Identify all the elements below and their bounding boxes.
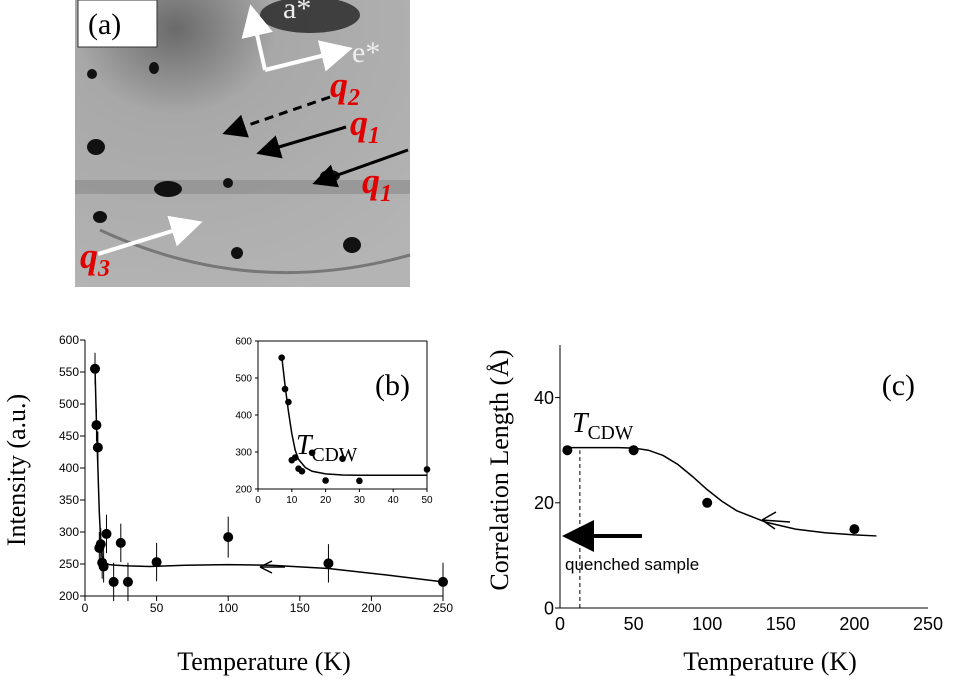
data-point xyxy=(115,537,126,548)
y-tick-label: 300 xyxy=(235,448,252,459)
y-tick-label: 20 xyxy=(534,493,554,513)
data-point xyxy=(298,467,306,475)
axis-arrow xyxy=(241,4,273,71)
data-point xyxy=(356,477,363,485)
y-tick-label: 40 xyxy=(534,388,554,408)
data-point xyxy=(702,497,713,508)
y-tick-label: 600 xyxy=(59,333,79,347)
note: quenched sample xyxy=(565,555,699,574)
spots xyxy=(87,0,361,259)
streak xyxy=(75,180,410,194)
arrow xyxy=(97,215,203,256)
x-tick-label: 200 xyxy=(361,601,381,615)
panel-label: (a) xyxy=(88,8,121,41)
y-tick-label: 200 xyxy=(235,485,252,496)
data-point xyxy=(562,445,573,456)
x-tick-label: 10 xyxy=(286,495,298,506)
x-tick-label: 50 xyxy=(150,601,164,615)
data-point xyxy=(339,455,346,462)
y-tick-label: 450 xyxy=(59,429,79,443)
q-sub: 1 xyxy=(380,181,392,207)
x-tick-label: 50 xyxy=(421,495,433,506)
data-point xyxy=(223,532,234,543)
annotation: TCDW xyxy=(296,430,358,466)
direction-arrow xyxy=(259,560,285,574)
y-tick-label: 500 xyxy=(235,374,252,385)
data-point xyxy=(285,398,292,406)
y-tick-label: 300 xyxy=(59,525,79,539)
q-label: q3 xyxy=(80,236,110,282)
y-tick-label: 250 xyxy=(59,557,79,571)
q-label: q2 xyxy=(330,65,360,111)
data-point xyxy=(323,558,334,569)
x-tick-label: 250 xyxy=(433,601,453,615)
q-sub: 2 xyxy=(347,85,360,111)
x-tick-label: 200 xyxy=(839,614,869,634)
x-axis-title: Temperature (K) xyxy=(683,647,857,676)
arrow xyxy=(256,125,347,159)
data-point xyxy=(423,466,431,473)
data-point xyxy=(308,449,316,457)
annotation-sub: CDW xyxy=(588,423,634,444)
arrow xyxy=(222,95,331,138)
y-tick-label: 600 xyxy=(235,337,252,348)
x-tick-label: 150 xyxy=(290,601,310,615)
q: q xyxy=(80,236,98,276)
x-tick-label: 0 xyxy=(82,601,89,615)
fit-line xyxy=(567,446,877,537)
x-tick-label: 0 xyxy=(255,495,261,506)
x-tick-label: 100 xyxy=(692,614,722,634)
y-axis-title: Intensity (a.u.) xyxy=(2,394,31,546)
arrow xyxy=(312,148,409,188)
axis-arrow xyxy=(264,40,353,72)
data-point xyxy=(108,576,119,587)
y-axis-title: Correlation Length (Å) xyxy=(485,349,514,590)
q-label: q1 xyxy=(362,161,392,207)
ring xyxy=(99,228,411,275)
q-sub: 3 xyxy=(97,256,110,282)
y-tick-label: 500 xyxy=(59,397,79,411)
q: q xyxy=(350,103,368,143)
q-sub: 1 xyxy=(368,123,380,149)
label-box xyxy=(77,0,158,48)
panel-label: (b) xyxy=(375,369,410,402)
x-tick-label: 20 xyxy=(320,495,332,506)
annotation-main: T xyxy=(572,408,590,439)
q-label: q1 xyxy=(350,103,380,149)
x-tick-label: 0 xyxy=(555,614,565,634)
data-point xyxy=(322,477,329,484)
x-tick-label: 30 xyxy=(354,495,366,506)
data-point xyxy=(151,557,162,568)
data-point xyxy=(101,528,112,539)
x-tick-label: 250 xyxy=(913,614,943,634)
x-tick-label: 150 xyxy=(766,614,796,634)
x-tick-label: 100 xyxy=(218,601,238,615)
fit-line xyxy=(94,368,444,583)
x-tick-label: 40 xyxy=(388,495,400,506)
data-point xyxy=(98,561,109,572)
x-axis-title: Temperature (K) xyxy=(177,647,351,676)
x-tick-label: 50 xyxy=(624,614,644,634)
y-tick-label: 400 xyxy=(59,461,79,475)
panel-a: (a) a* e* q2 q1 q1 q3 xyxy=(75,0,411,287)
data-point xyxy=(122,576,133,587)
q: q xyxy=(362,161,380,201)
q: q xyxy=(330,65,348,105)
fit-line xyxy=(280,355,427,477)
data-point xyxy=(628,445,639,456)
panel-label: (c) xyxy=(882,369,915,402)
y-tick-label: 0 xyxy=(544,598,554,618)
y-tick-label: 200 xyxy=(59,589,79,603)
axis-label: e* xyxy=(352,36,380,69)
data-point xyxy=(849,524,860,535)
axis-label: a* xyxy=(283,0,311,25)
y-tick-label: 550 xyxy=(59,365,79,379)
annotation: TCDW xyxy=(572,408,634,444)
annotation-sub: CDW xyxy=(312,445,358,466)
y-tick-label: 400 xyxy=(235,411,252,422)
y-tick-label: 350 xyxy=(59,493,79,507)
